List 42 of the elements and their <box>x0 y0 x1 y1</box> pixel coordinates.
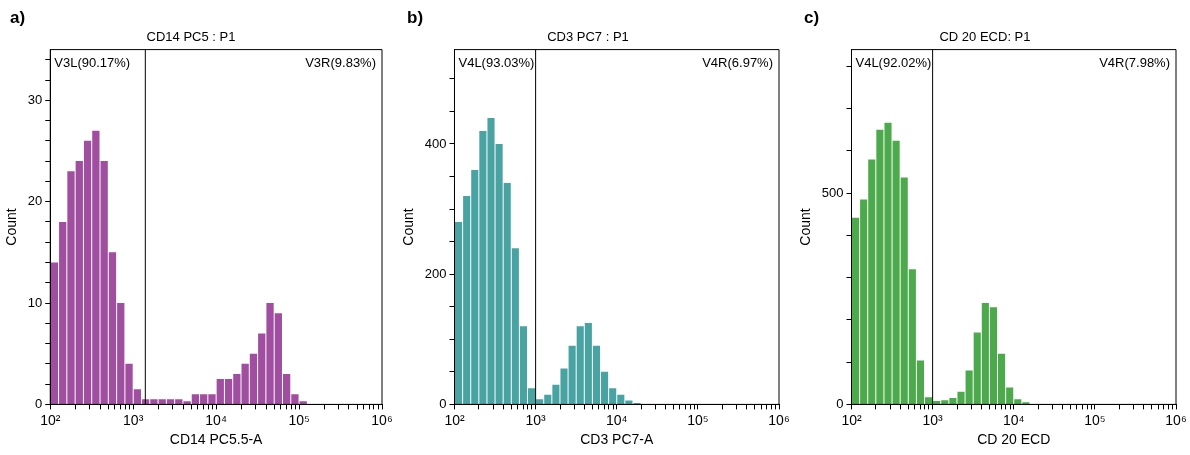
x-tick-label: 10⁵ <box>1084 411 1106 428</box>
x-axis-title: CD14 PC5.5-A <box>169 431 264 448</box>
y-tick-label: 30 <box>27 91 43 107</box>
chart-title: CD14 PC5 : P1 <box>146 29 236 45</box>
x-axis-title: CD3 PC7-A <box>580 431 654 448</box>
chart-title: CD 20 ECD: P1 <box>939 29 1031 45</box>
x-tick-label: 10⁴ <box>1002 411 1025 428</box>
text: a) <box>10 8 26 28</box>
x-tick-label: 10⁶ <box>371 411 393 428</box>
x-tick-label: 10⁵ <box>687 411 709 428</box>
x-tick-label: 10² <box>444 411 465 428</box>
x-tick-label: 10³ <box>123 411 144 428</box>
y-tick-label: 500 <box>821 184 844 200</box>
y-tick-label: 10 <box>27 294 43 310</box>
annotation: V3L(90.17%) <box>54 54 131 70</box>
x-tick-label: 10² <box>841 411 862 428</box>
annotation: V4R(7.98%) <box>1099 54 1170 70</box>
x-axis-title: CD 20 ECD <box>977 431 1051 448</box>
y-axis-title: Count <box>3 208 20 246</box>
y-tick-label: 0 <box>836 395 844 411</box>
y-tick-label: 0 <box>439 395 447 411</box>
annotation: V3R(9.83%) <box>305 54 376 70</box>
chart-title: CD3 PC7 : P1 <box>547 29 629 45</box>
y-tick-label: 0 <box>35 395 43 411</box>
y-axis-title: Count <box>797 208 814 246</box>
annotation: V4L(93.03%) <box>458 54 535 70</box>
x-tick-label: 10⁶ <box>1165 411 1187 428</box>
annotation: V4R(6.97%) <box>702 54 773 70</box>
x-tick-label: 10³ <box>525 411 547 428</box>
x-tick-label: 10⁵ <box>288 411 310 428</box>
text: b) <box>407 8 424 28</box>
x-tick-label: 10⁴ <box>605 411 628 428</box>
y-axis-title: Count <box>400 208 417 246</box>
y-tick-label: 20 <box>27 193 43 209</box>
x-tick-label: 10⁶ <box>768 411 790 428</box>
x-tick-label: 10⁴ <box>205 411 227 428</box>
x-tick-label: 10² <box>40 411 61 428</box>
x-tick-label: 10³ <box>922 411 944 428</box>
annotation: V4L(92.02%) <box>855 54 932 70</box>
y-tick-label: 400 <box>424 135 447 151</box>
text: c) <box>804 8 820 28</box>
y-tick-label: 200 <box>424 265 447 281</box>
